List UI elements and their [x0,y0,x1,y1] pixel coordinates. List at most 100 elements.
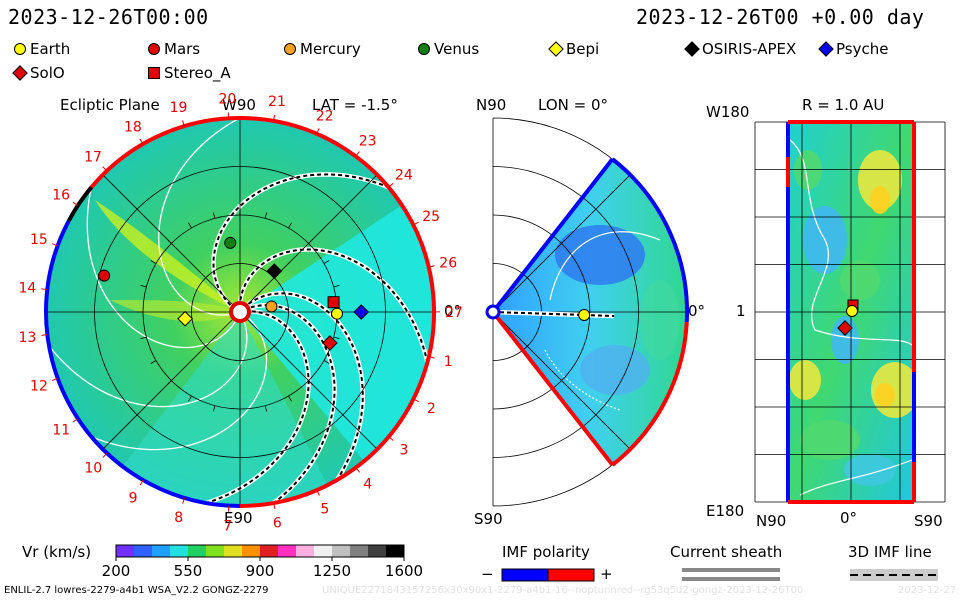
shell-top-label: W180 [706,103,750,121]
ring-tick [212,212,216,219]
ring-tick [188,222,192,229]
legend-marker [148,43,160,55]
meridional-radial [492,311,631,450]
boundary-negative [44,219,241,508]
ring-tick [288,395,292,402]
carrington-label: 3 [400,442,409,458]
meridional-polarity-edges [491,157,689,467]
body-mars [98,269,111,282]
colorbar-tick-label: 200 [101,562,131,580]
imf-line [243,304,336,506]
carrington-label: 19 [170,100,188,116]
shell-r-label: R = 1.0 AU [802,96,885,114]
colorbar-tick-label: 550 [173,562,203,580]
circle-icon [418,43,430,55]
carrington-tick [316,128,320,135]
colorbar-segment [368,545,387,557]
colorbar-segment [116,545,135,557]
body-bepi [177,310,193,327]
imf-line [238,248,429,365]
polarity-plus: + [600,565,613,583]
body-osiris-apex [266,263,283,279]
shell-panel [754,120,946,504]
carrington-tick [72,418,79,423]
carrington-label: 8 [174,510,183,526]
colorbar-segment [296,545,315,557]
footer-center: UNIQUE2271843157256x30x90x1-2279-a4b1-16… [322,585,804,596]
white-contour-2 [544,349,621,411]
blue-patch [555,225,645,285]
footer-left: ENLIL-2.7 lowres-2279-a4b1 WSA_V2.2 GONG… [4,585,269,596]
shell-blob [844,454,896,486]
carrington-tick [428,265,435,268]
shell-blob [800,420,860,460]
carrington-label: 27 [445,305,463,321]
legend-item-psyche: Psyche [818,40,888,58]
shell-blob [870,186,890,214]
carrington-tick [388,436,394,441]
shell-x-label-0: 0° [840,509,858,527]
imf-line-swatch [850,569,938,581]
carrington-tick [51,243,58,247]
circle-icon [284,43,296,55]
diamond-icon [12,65,28,81]
shell-polarity-edges [786,120,916,504]
colorbar-segment [332,545,351,557]
colorbar-segment [386,545,405,557]
square-icon [148,67,160,79]
legend-item-solo: SolO [12,64,65,82]
carrington-tick [102,452,108,458]
carrington-label: 12 [30,378,48,394]
ring-tick [323,260,330,264]
carrington-label: 7 [223,519,232,535]
carrington-tick [139,138,144,145]
carrington-label: 5 [320,501,329,517]
meridional-bodies [485,304,591,321]
shell-blob [875,383,895,407]
legend-label: SolO [30,64,65,82]
carrington-label: 23 [359,133,377,149]
polarity-title: IMF polarity [502,543,590,561]
carrington-tick [182,497,185,504]
colorbar-segment [188,545,207,557]
carrington-label: 2 [427,401,436,417]
body-psyche [353,304,370,320]
legend-marker [548,41,564,57]
shell-earth [846,305,858,317]
carrington-label: 10 [84,461,102,477]
carrington-tick [316,489,320,496]
meridional-earth [578,309,591,321]
arc-negative [611,157,689,323]
ecliptic-title: Ecliptic Plane [60,96,160,114]
white-contour [549,231,661,301]
carrington-label: 4 [363,477,372,493]
carrington-label: 1 [444,354,453,370]
body-venus [224,236,237,249]
polarity-bar [501,568,595,582]
legend-marker [684,41,700,57]
colorbar-segment [152,545,171,557]
velocity-colorbar [115,544,405,561]
ecliptic-top-label: W90 [222,96,256,114]
current-sheath-swatch [682,568,780,581]
ring-tick [166,238,172,244]
imf-spirals [47,118,430,506]
meridional-panel [485,117,689,507]
ring-tick [150,360,157,364]
meridional-grid [492,117,688,507]
sheath-line [86,185,239,349]
legend-item-earth: Earth [12,40,70,58]
shell-blob [794,150,822,190]
carrington-tick [72,201,79,206]
sheath-line [47,316,248,408]
carrington-label: 18 [124,120,142,136]
body-stereo-a [327,296,340,309]
colorbar-tick-label: 1600 [384,562,424,580]
ring-tick [333,284,340,288]
shell-sheath-line [789,139,913,346]
ring-tick [333,336,340,340]
shell-blob [840,260,880,300]
imf-line [212,173,391,311]
colorbar-segment [170,545,189,557]
carrington-label: 16 [52,188,70,204]
